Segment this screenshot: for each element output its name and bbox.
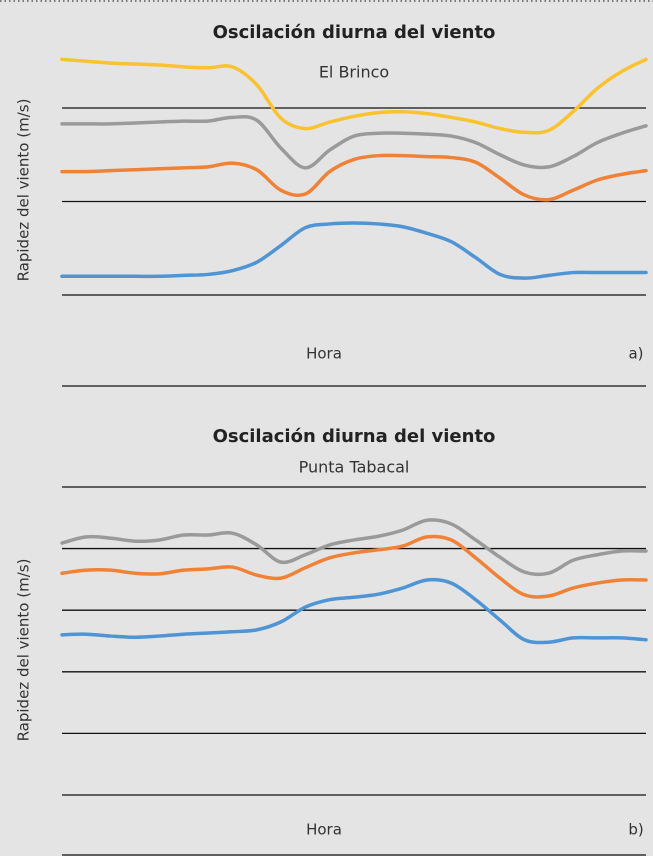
y-axis-label: Rapidez del viento (m/s) bbox=[15, 559, 33, 742]
data-line bbox=[60, 577, 648, 645]
x-axis-label: Hora bbox=[306, 345, 342, 363]
chart-title: Oscilación diurna del viento bbox=[213, 22, 496, 43]
data-line bbox=[60, 534, 648, 599]
panel-annotation: b) bbox=[628, 821, 643, 839]
chart-subtitle: El Brinco bbox=[319, 63, 389, 82]
chart-subtitle: Punta Tabacal bbox=[299, 458, 410, 477]
y-axis-label: Rapidez del viento (m/s) bbox=[15, 99, 33, 282]
panel-annotation: a) bbox=[628, 345, 643, 363]
data-line bbox=[60, 57, 648, 135]
data-line bbox=[60, 115, 648, 170]
data-line bbox=[60, 153, 648, 202]
data-line bbox=[60, 518, 648, 577]
chart-title: Oscilación diurna del viento bbox=[213, 426, 496, 447]
x-axis-label: Hora bbox=[306, 821, 342, 839]
data-line bbox=[60, 221, 648, 280]
